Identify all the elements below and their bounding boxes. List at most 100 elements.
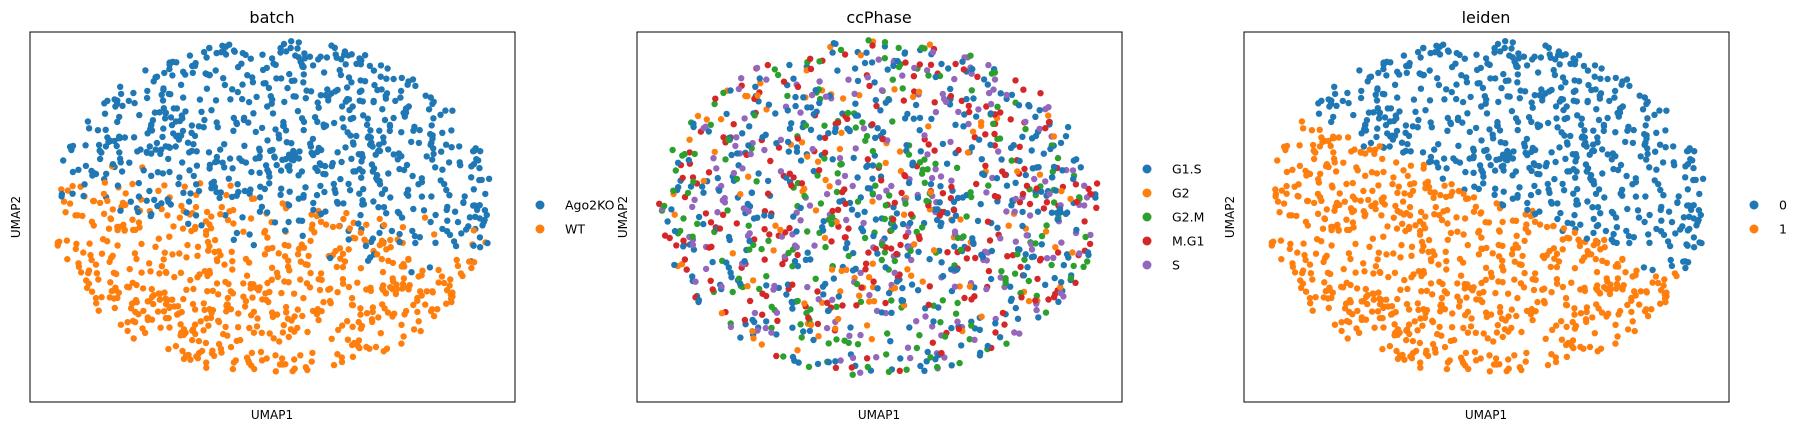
scatter-point [85,267,93,274]
scatter-point [162,143,169,150]
scatter-point [906,324,913,331]
scatter-point [1598,65,1605,72]
scatter-point [1012,195,1019,203]
scatter-point [279,329,287,336]
scatter-point [1293,212,1300,220]
scatter-point [1612,74,1620,82]
scatter-point [294,45,301,52]
scatter-point [1422,213,1429,220]
scatter-point [203,364,210,371]
scatter-point [1355,329,1363,336]
scatter-point [79,212,86,220]
scatter-point [1663,107,1670,114]
scatter-point [1667,256,1674,264]
scatter-point [208,185,215,192]
scatter-point [100,210,108,217]
scatter-point [382,92,389,100]
scatter-point [745,222,752,229]
x-axis-label: UMAP1 [1465,408,1507,422]
scatter-point [1695,207,1703,214]
scatter-point [1288,212,1295,219]
scatter-point [907,211,915,218]
plot-frame [1243,31,1730,403]
scatter-point [404,81,411,88]
scatter-point [398,129,405,136]
scatter-point [828,266,836,273]
scatter-point [301,55,308,62]
scatter-point [1470,145,1477,152]
scatter-point [1641,141,1648,149]
scatter-point [460,199,467,206]
scatter-point [1657,186,1664,194]
scatter-point [100,190,108,198]
scatter-point [1390,214,1398,221]
scatter-point [195,123,203,130]
scatter-point [352,235,359,242]
scatter-point [60,157,67,164]
scatter-point [133,255,140,263]
scatter-point [82,142,89,149]
scatter-point [468,264,475,272]
scatter-point [723,110,730,118]
scatter-point [1530,286,1538,294]
scatter-point [1438,301,1445,308]
scatter-point [833,336,840,343]
scatter-point [786,61,793,69]
scatter-point [937,319,944,326]
scatter-point [714,209,721,216]
scatter-point [110,269,118,276]
scatter-point [135,208,142,216]
scatter-point [414,294,421,302]
scatter-point [1060,261,1068,269]
scatter-point [1642,193,1649,200]
scatter-point [160,256,167,263]
scatter-point [320,298,327,306]
scatter-point [381,116,389,124]
scatter-point [745,173,752,180]
scatter-point [124,319,131,326]
scatter-point [149,293,156,300]
scatter-point [1606,97,1613,105]
scatter-point [1509,195,1517,202]
scatter-point [789,305,796,312]
scatter-point [963,213,970,220]
scatter-point [1014,251,1021,258]
scatter-point [1662,127,1669,134]
scatter-point [360,185,367,193]
scatter-point [308,149,315,157]
scatter-point [1336,201,1343,209]
scatter-point [931,99,938,106]
scatter-point [1571,311,1578,318]
scatter-point [322,221,330,228]
scatter-point [1643,289,1651,296]
scatter-point [1276,209,1283,216]
scatter-point [173,105,181,112]
scatter-point [143,94,151,102]
scatter-point [1589,204,1596,211]
scatter-point [218,203,225,211]
scatter-point [276,338,283,345]
scatter-point [1344,134,1352,141]
scatter-point [1624,326,1632,333]
scatter-point [350,141,357,148]
scatter-point [291,356,298,363]
scatter-point [83,277,90,284]
scatter-point [747,150,754,158]
scatter-point [792,102,799,110]
scatter-point [1644,98,1651,106]
scatter-point [1593,268,1601,276]
scatter-point [206,165,213,172]
scatter-point [345,236,352,243]
scatter-point [144,130,151,137]
scatter-point [694,220,701,227]
scatter-point [429,156,436,163]
scatter-point [814,172,821,179]
scatter-point [1568,342,1576,350]
scatter-point [1699,175,1707,182]
scatter-point [812,207,820,214]
scatter-point [191,321,199,328]
scatter-point [1571,325,1579,332]
scatter-point [1008,91,1016,99]
scatter-point [211,236,219,244]
scatter-point [764,190,772,197]
